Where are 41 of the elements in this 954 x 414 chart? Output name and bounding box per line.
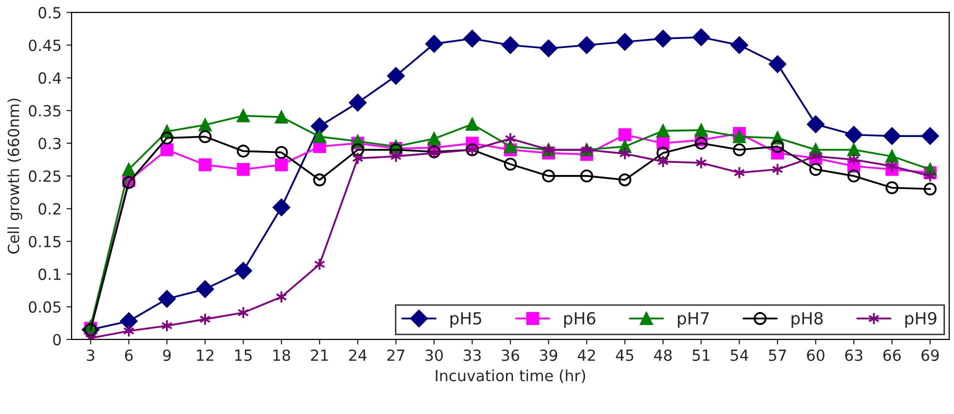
y-tick-label: 0.15 [28, 236, 60, 248]
y-tick-label: 0 [53, 334, 61, 346]
y-tick-label: 0.25 [28, 170, 60, 182]
x-tick-label: 60 [807, 349, 824, 362]
x-tick-label: 66 [883, 349, 901, 362]
x-tick-label: 30 [426, 349, 443, 362]
x-tick-label: 45 [616, 350, 634, 362]
y-tick-label: 0.2 [38, 203, 60, 215]
x-tick-label: 42 [578, 349, 595, 361]
y-tick-label: 0.3 [38, 138, 61, 150]
x-tick-label: 3 [86, 349, 94, 362]
y-tick-label: 0.4 [38, 72, 61, 84]
x-tick-label: 36 [502, 349, 520, 362]
y-tick-label: 0.1 [38, 268, 60, 280]
y-tick-label: 0.5 [38, 6, 60, 18]
x-tick-label: 69 [921, 349, 939, 362]
y-tick-label: 0.45 [28, 40, 60, 52]
x-tick-label: 48 [654, 349, 672, 362]
y-tick-label: 0.05 [28, 301, 60, 313]
x-tick-label: 54 [730, 350, 748, 362]
x-tick-label: 39 [540, 349, 558, 362]
x-tick-label: 21 [310, 349, 328, 361]
y-axis-title: Cell growth (660nm) [7, 98, 22, 254]
y-tick-label: 0.35 [28, 105, 60, 117]
x-tick-label: 6 [124, 349, 133, 362]
x-axis-title: Incuvation time (hr) [436, 370, 586, 384]
x-tick-label: 51 [692, 350, 710, 362]
x-tick-label: 12 [197, 349, 214, 361]
x-tick-label: 27 [387, 349, 404, 361]
x-tick-label: 24 [349, 349, 367, 361]
legend-label: pH5 [450, 312, 482, 328]
legend-label: pH6 [564, 312, 596, 328]
x-tick-label: 57 [768, 350, 786, 362]
legend-label: pH7 [678, 312, 709, 328]
legend-label: pH8 [792, 312, 823, 328]
x-tick-label: 63 [845, 349, 862, 362]
x-tick-label: 33 [464, 349, 481, 362]
legend-label: pH9 [905, 312, 936, 328]
x-tick-label: 15 [235, 350, 252, 362]
x-tick-label: 9 [163, 349, 171, 362]
x-tick-label: 18 [273, 349, 290, 362]
